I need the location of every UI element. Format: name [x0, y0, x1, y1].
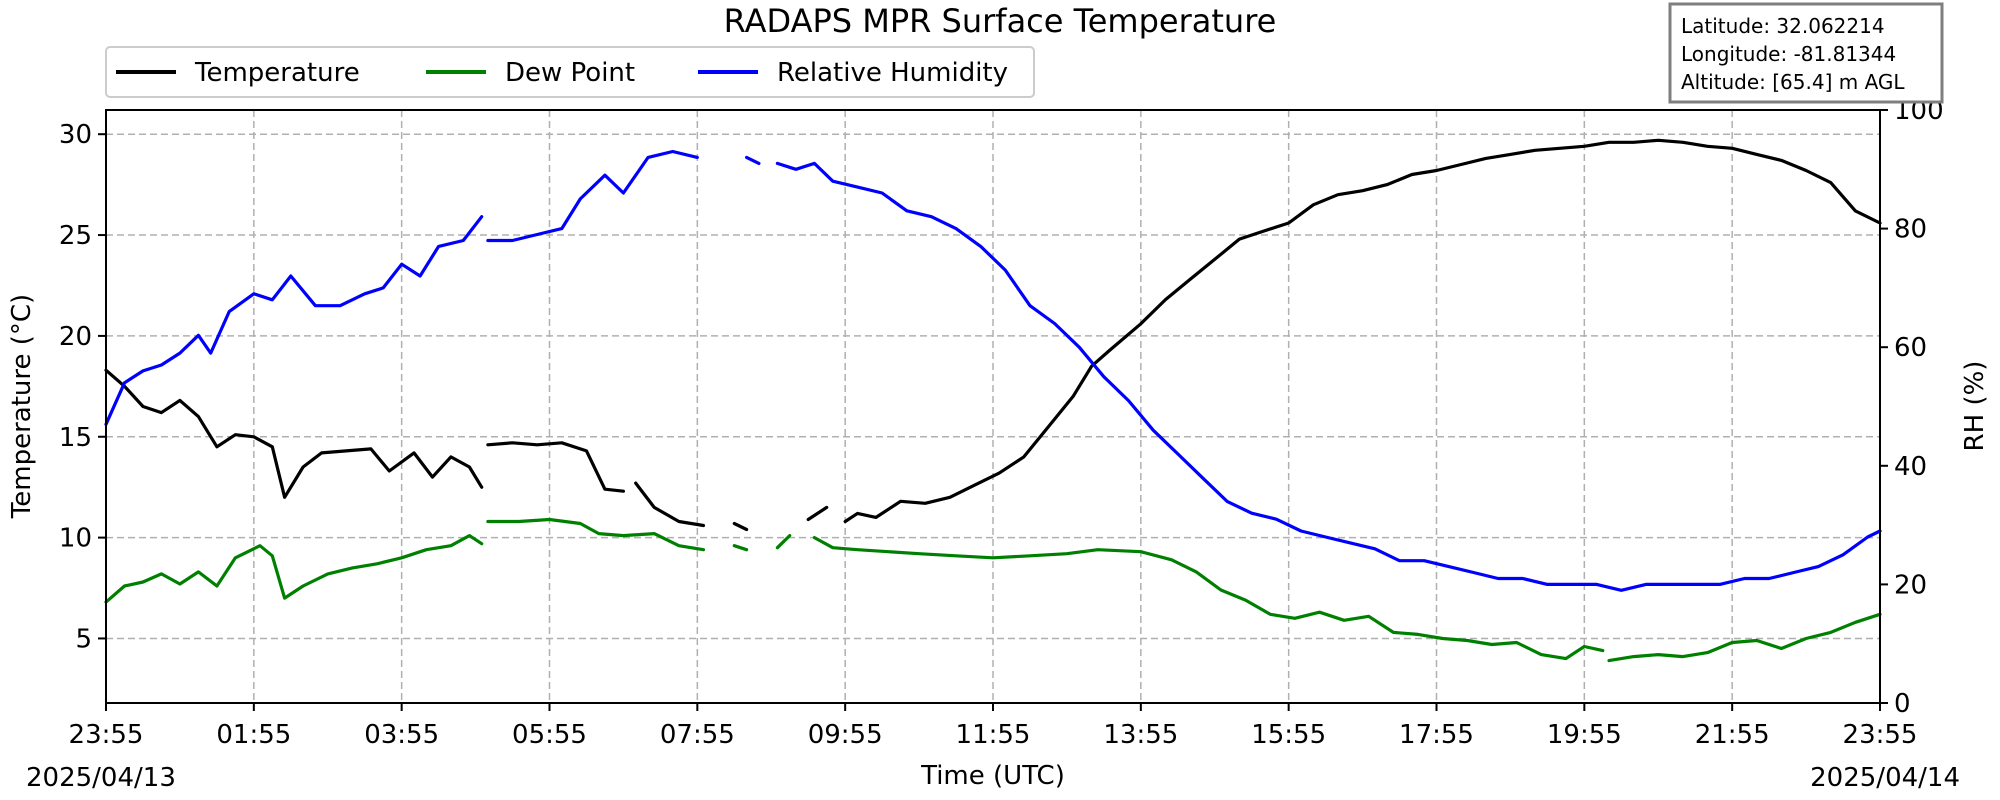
x-tick-label: 05:55 [512, 720, 587, 750]
x-tick-label: 11:55 [956, 720, 1031, 750]
y-left-tick-label: 5 [75, 624, 92, 654]
x-axis-label: Time (UTC) [920, 761, 1065, 791]
x-tick-label: 21:55 [1695, 720, 1770, 750]
legend-label-temperature: Temperature [194, 58, 360, 88]
series-line-relative-humidity [104, 149, 1882, 592]
info-altitude: Altitude: [65.4] m AGL [1681, 70, 1905, 94]
y-axis-right-label: RH (%) [1960, 361, 1990, 452]
x-tick-label: 09:55 [808, 720, 883, 750]
y-right-tick-label: 40 [1894, 452, 1927, 482]
x-tick-label: 01:55 [216, 720, 291, 750]
location-info-box: Latitude: 32.062214 Longitude: -81.81344… [1668, 2, 1944, 104]
y-axis-left-label: Temperature (°C) [7, 294, 37, 519]
info-longitude: Longitude: -81.81344 [1681, 42, 1896, 66]
x-tick-label: 23:55 [69, 720, 144, 750]
x-tick-label: 13:55 [1103, 720, 1178, 750]
series-line-dew-point [104, 517, 1882, 663]
y-right-tick-label: 80 [1894, 215, 1927, 245]
legend-label-dew-point: Dew Point [505, 58, 635, 88]
legend-label-relative-humidity: Relative Humidity [777, 58, 1008, 88]
x-tick-label: 19:55 [1547, 720, 1622, 750]
info-box-frame [1668, 2, 1944, 104]
x-tick-label: 17:55 [1399, 720, 1474, 750]
end-date-label: 2025/04/14 [1810, 763, 1960, 793]
series-line-temperature [104, 138, 1882, 532]
info-latitude: Latitude: 32.062214 [1681, 14, 1885, 38]
y-left-tick-label: 25 [59, 221, 92, 251]
x-tick-label: 23:55 [1843, 720, 1918, 750]
y-right-tick-label: 0 [1894, 689, 1911, 719]
x-tick-label: 07:55 [660, 720, 735, 750]
y-left-tick-label: 30 [59, 120, 92, 150]
x-tick-label: 03:55 [364, 720, 439, 750]
y-right-tick-label: 60 [1894, 333, 1927, 363]
y-left-tick-label: 15 [59, 423, 92, 453]
y-left-tick-label: 10 [59, 524, 92, 554]
series-layer [104, 138, 1882, 663]
x-tick-label: 15:55 [1251, 720, 1326, 750]
y-right-tick-label: 20 [1894, 570, 1927, 600]
legend-frame [105, 46, 1035, 98]
legend: Temperature Dew Point Relative Humidity [105, 46, 1035, 98]
chart-title: RADAPS MPR Surface Temperature [724, 2, 1277, 40]
start-date-label: 2025/04/13 [26, 763, 176, 793]
grid-layer [106, 110, 1880, 703]
y-left-tick-label: 20 [59, 322, 92, 352]
